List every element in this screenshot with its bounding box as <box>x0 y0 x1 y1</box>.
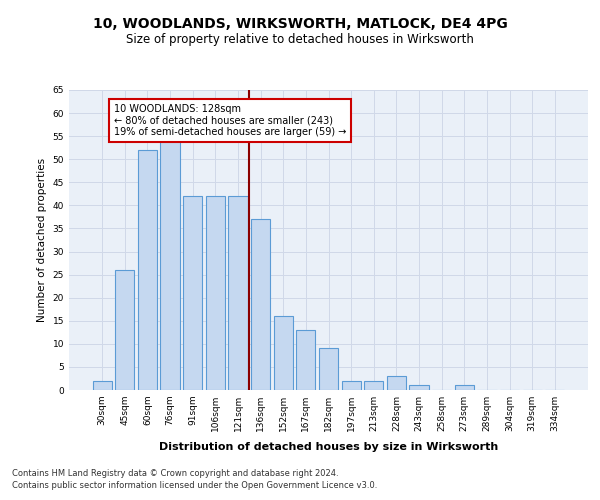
Bar <box>138 150 157 390</box>
Bar <box>274 316 293 390</box>
Text: Contains HM Land Registry data © Crown copyright and database right 2024.: Contains HM Land Registry data © Crown c… <box>12 468 338 477</box>
Bar <box>341 381 361 390</box>
Text: Size of property relative to detached houses in Wirksworth: Size of property relative to detached ho… <box>126 32 474 46</box>
Text: Distribution of detached houses by size in Wirksworth: Distribution of detached houses by size … <box>159 442 499 452</box>
Text: Contains public sector information licensed under the Open Government Licence v3: Contains public sector information licen… <box>12 481 377 490</box>
Bar <box>183 196 202 390</box>
Bar <box>206 196 225 390</box>
Y-axis label: Number of detached properties: Number of detached properties <box>37 158 47 322</box>
Bar <box>319 348 338 390</box>
Bar <box>296 330 316 390</box>
Bar <box>387 376 406 390</box>
Bar <box>364 381 383 390</box>
Bar <box>251 219 270 390</box>
Bar <box>409 386 428 390</box>
Bar <box>455 386 474 390</box>
Text: 10 WOODLANDS: 128sqm
← 80% of detached houses are smaller (243)
19% of semi-deta: 10 WOODLANDS: 128sqm ← 80% of detached h… <box>113 104 346 137</box>
Text: 10, WOODLANDS, WIRKSWORTH, MATLOCK, DE4 4PG: 10, WOODLANDS, WIRKSWORTH, MATLOCK, DE4 … <box>92 18 508 32</box>
Bar <box>229 196 248 390</box>
Bar <box>92 381 112 390</box>
Bar <box>115 270 134 390</box>
Bar <box>160 141 180 390</box>
